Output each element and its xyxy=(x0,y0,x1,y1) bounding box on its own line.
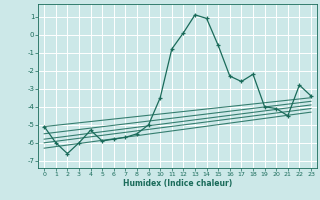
X-axis label: Humidex (Indice chaleur): Humidex (Indice chaleur) xyxy=(123,179,232,188)
